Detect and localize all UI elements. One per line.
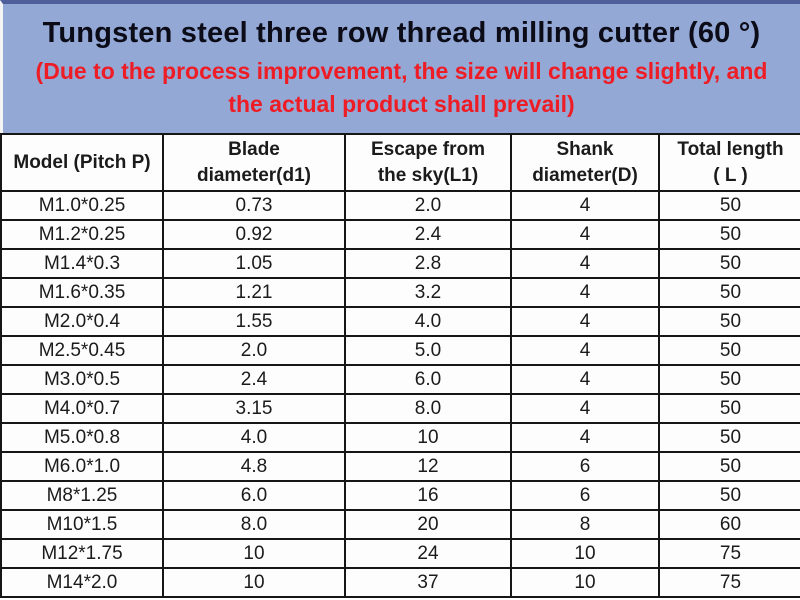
table-row: M8*1.25 6.0 16 6 50	[0, 480, 800, 511]
notice-text: (Due to the process improvement, the siz…	[3, 55, 800, 121]
table-cell: M3.0*0.5	[0, 364, 164, 395]
column-header: Model (Pitch P)	[0, 133, 164, 192]
table-cell: M6.0*1.0	[0, 451, 164, 482]
table-header: Model (Pitch P) Blade diameter(d1) Escape f…	[0, 133, 800, 192]
table-cell: M2.0*0.4	[0, 306, 164, 337]
table-cell: M8*1.25	[0, 480, 164, 511]
table-cell: 50	[658, 393, 800, 424]
table-cell: 2.4	[344, 219, 512, 250]
table-cell: 50	[658, 364, 800, 395]
table-cell: 2.8	[344, 248, 512, 279]
table-cell: M1.6*0.35	[0, 277, 164, 308]
table-row: M12*1.75 10 24 10 75	[0, 538, 800, 569]
table-cell: 50	[658, 277, 800, 308]
table-cell: 2.4	[162, 364, 346, 395]
table-cell: 8	[510, 509, 660, 540]
table-cell: 3.15	[162, 393, 346, 424]
table-row: M14*2.0 10 37 10 75	[0, 567, 800, 598]
table-cell: 6	[510, 451, 660, 482]
table-row: M4.0*0.7 3.15 8.0 4 50	[0, 393, 800, 424]
table-cell: 4	[510, 277, 660, 308]
table-cell: 4	[510, 364, 660, 395]
table-cell: 6.0	[344, 364, 512, 395]
table-cell: 0.73	[162, 190, 346, 221]
table-cell: 75	[658, 567, 800, 598]
table-cell: 60	[658, 509, 800, 540]
table-cell: 10	[510, 567, 660, 598]
table-row: M1.0*0.25 0.73 2.0 4 50	[0, 190, 800, 221]
table-cell: M1.4*0.3	[0, 248, 164, 279]
banner: Tungsten steel three row thread milling …	[0, 0, 800, 133]
table-row: M2.0*0.4 1.55 4.0 4 50	[0, 306, 800, 337]
table-cell: 4	[510, 190, 660, 221]
column-header: Blade diameter(d1)	[162, 133, 346, 192]
table-cell: M5.0*0.8	[0, 422, 164, 453]
table-cell: 8.0	[162, 509, 346, 540]
table-cell: M12*1.75	[0, 538, 164, 569]
table-cell: M10*1.5	[0, 509, 164, 540]
table-row: M6.0*1.0 4.8 12 6 50	[0, 451, 800, 482]
table-cell: 3.2	[344, 277, 512, 308]
notice-line-2: the actual product shall prevail)	[228, 91, 575, 117]
table-cell: M2.5*0.45	[0, 335, 164, 366]
table-cell: 0.92	[162, 219, 346, 250]
table-cell: 4.8	[162, 451, 346, 482]
spec-table: Model (Pitch P) Blade diameter(d1) Escape f…	[0, 133, 800, 598]
table-cell: M1.0*0.25	[0, 190, 164, 221]
table-cell: 50	[658, 248, 800, 279]
table-cell: 75	[658, 538, 800, 569]
table-cell: 1.21	[162, 277, 346, 308]
table-cell: 1.55	[162, 306, 346, 337]
table-cell: 5.0	[344, 335, 512, 366]
table-cell: 4	[510, 422, 660, 453]
table-cell: M14*2.0	[0, 567, 164, 598]
table-cell: 12	[344, 451, 512, 482]
table-cell: M4.0*0.7	[0, 393, 164, 424]
table-cell: 8.0	[344, 393, 512, 424]
table-cell: 6	[510, 480, 660, 511]
table-cell: 1.05	[162, 248, 346, 279]
table-cell: 50	[658, 335, 800, 366]
table-cell: 4	[510, 219, 660, 250]
table-cell: 50	[658, 422, 800, 453]
table-cell: 50	[658, 190, 800, 221]
table-cell: 4	[510, 335, 660, 366]
table-cell: 24	[344, 538, 512, 569]
table-row: M1.2*0.25 0.92 2.4 4 50	[0, 219, 800, 250]
column-header: Shank diameter(D)	[510, 133, 660, 192]
table-row: M2.5*0.45 2.0 5.0 4 50	[0, 335, 800, 366]
table-row: M5.0*0.8 4.0 10 4 50	[0, 422, 800, 453]
table-cell: 10	[510, 538, 660, 569]
table-cell: 37	[344, 567, 512, 598]
page-title: Tungsten steel three row thread milling …	[42, 17, 761, 49]
table-cell: 50	[658, 451, 800, 482]
table-cell: 50	[658, 219, 800, 250]
table-cell: 50	[658, 480, 800, 511]
table-body: M1.0*0.25 0.73 2.0 4 50 M1.2*0.25 0.92 2.4 4 50 M1…	[0, 190, 800, 598]
notice-line-1: (Due to the process improvement, the siz…	[35, 58, 768, 84]
table-cell: M1.2*0.25	[0, 219, 164, 250]
table-row: M1.6*0.35 1.21 3.2 4 50	[0, 277, 800, 308]
table-cell: 50	[658, 306, 800, 337]
header-row: Model (Pitch P) Blade diameter(d1) Escape f…	[0, 133, 800, 192]
table-cell: 6.0	[162, 480, 346, 511]
table-cell: 4.0	[162, 422, 346, 453]
table-cell: 4	[510, 248, 660, 279]
table-cell: 10	[344, 422, 512, 453]
table-cell: 4	[510, 306, 660, 337]
table-cell: 4.0	[344, 306, 512, 337]
table-cell: 16	[344, 480, 512, 511]
column-header: Total length( L )	[658, 133, 800, 192]
table-row: M10*1.5 8.0 20 8 60	[0, 509, 800, 540]
table-cell: 20	[344, 509, 512, 540]
table-cell: 4	[510, 393, 660, 424]
table-cell: 2.0	[162, 335, 346, 366]
table-row: M1.4*0.3 1.05 2.8 4 50	[0, 248, 800, 279]
table-row: M3.0*0.5 2.4 6.0 4 50	[0, 364, 800, 395]
table-cell: 10	[162, 567, 346, 598]
table-cell: 10	[162, 538, 346, 569]
column-header: Escape from the sky(L1)	[344, 133, 512, 192]
table-cell: 2.0	[344, 190, 512, 221]
